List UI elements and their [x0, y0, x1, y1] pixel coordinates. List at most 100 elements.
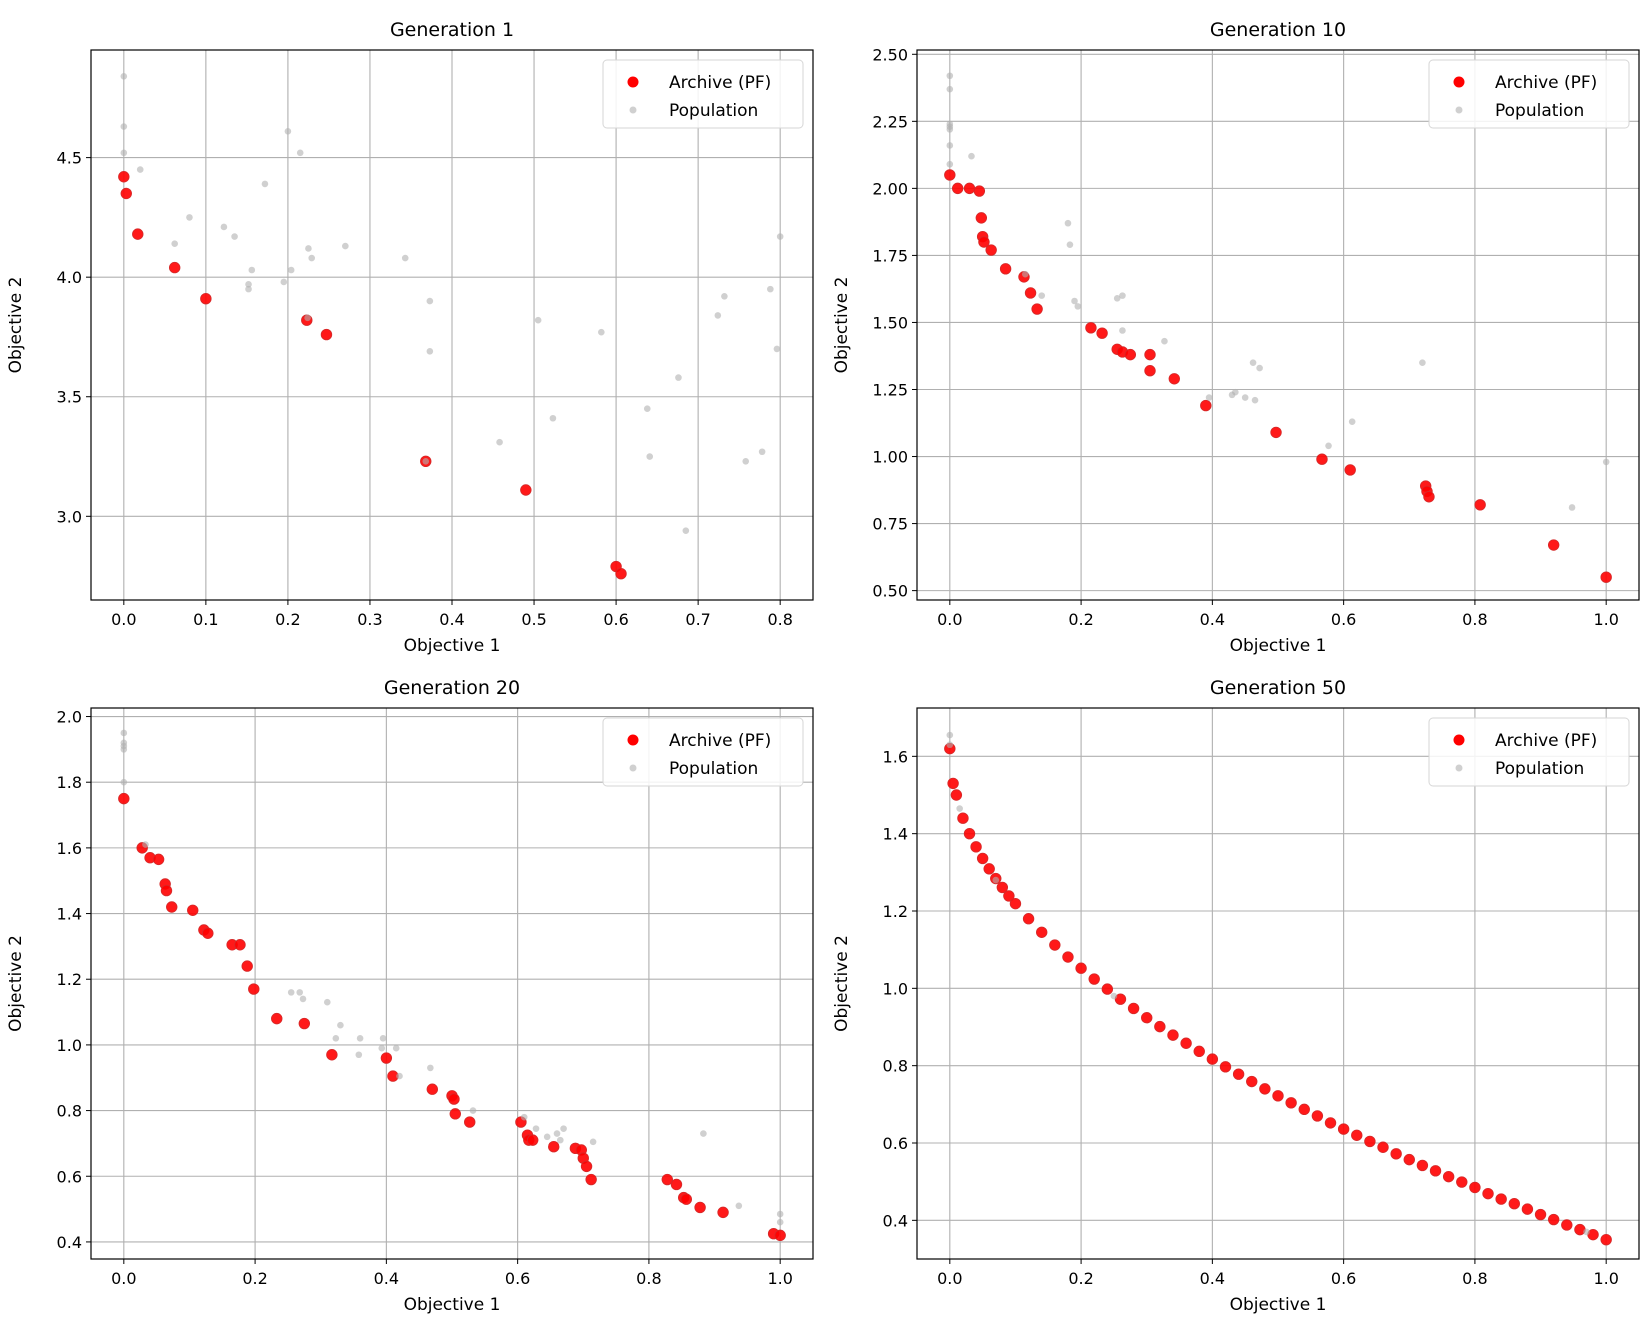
archive-point [449, 1108, 461, 1120]
population-point [245, 285, 252, 293]
archive-point [580, 1160, 593, 1173]
population-point [342, 242, 349, 250]
population-point [231, 233, 238, 240]
archive-point [234, 939, 246, 951]
archive-point [944, 169, 956, 181]
archive-point [950, 789, 963, 801]
population-point [553, 1130, 561, 1137]
archive-point [448, 1093, 460, 1105]
archive-point [1316, 453, 1328, 465]
population-point [1205, 394, 1213, 401]
archive-point [1600, 1233, 1612, 1246]
archive-point [464, 1116, 476, 1128]
archive-point [168, 261, 181, 274]
population-point [120, 778, 128, 786]
x-tick-label: 0.5 [521, 610, 546, 629]
y-tick-label: 3.0 [57, 507, 82, 526]
y-tick-label: 1.8 [57, 773, 82, 792]
archive-point [1364, 1135, 1376, 1148]
archive-point [1154, 1020, 1166, 1033]
archive-point [1062, 951, 1074, 963]
legend-population-marker [629, 106, 637, 114]
legend-archive-label: Archive (PF) [669, 731, 771, 751]
archive-point [1219, 1061, 1232, 1073]
y-tick-label: 0.50 [872, 582, 908, 601]
subplot-title: Generation 50 [1210, 677, 1346, 699]
x-tick-label: 1.0 [767, 1269, 792, 1288]
x-tick-label: 0.2 [1068, 1269, 1093, 1288]
archive-point [380, 1052, 393, 1064]
archive-point [680, 1193, 693, 1205]
population-point [1064, 219, 1072, 227]
y-tick-label: 1.2 [57, 970, 82, 989]
archive-point [166, 901, 178, 913]
y-tick-label: 1.75 [872, 246, 908, 265]
population-point [248, 266, 256, 274]
population-point [1241, 394, 1249, 401]
subplot-2: 0.0 0.2 0.4 0.6 0.8 1.0 0.50 0.75 1.00 1.25 1.50 1.… [832, 19, 1640, 656]
population-point [332, 1035, 340, 1042]
population-point [560, 1125, 567, 1132]
legend-population-label: Population [669, 759, 758, 779]
legend: Archive (PF) Population [1428, 717, 1630, 787]
archive-point [1482, 1187, 1494, 1200]
subplot-title: Generation 1 [390, 19, 514, 41]
y-tick-label: 1.50 [872, 313, 908, 332]
archive-point [520, 484, 532, 496]
archive-point [999, 263, 1012, 275]
x-axis-label: Objective 1 [1230, 1295, 1327, 1315]
archive-point [1003, 890, 1015, 902]
population-point [1110, 992, 1118, 1000]
archive-point [1429, 1165, 1442, 1177]
archive-point [1442, 1170, 1455, 1183]
archive-point [548, 1140, 560, 1153]
legend-population-marker [1455, 106, 1463, 114]
archive-point [957, 812, 969, 824]
y-tick-label: 0.6 [883, 1134, 908, 1153]
population-point [549, 414, 557, 422]
population-point [534, 316, 542, 324]
archive-point [298, 1017, 311, 1030]
population-point [773, 345, 781, 353]
x-tick-label: 0.8 [1462, 610, 1487, 629]
population-point [120, 746, 128, 753]
population-point [742, 458, 750, 465]
archive-point [1180, 1037, 1192, 1049]
archive-point [1390, 1148, 1402, 1160]
x-tick-label: 0.0 [937, 610, 962, 629]
population-point [299, 995, 307, 1003]
x-tick-label: 0.0 [111, 610, 136, 629]
population-point [598, 328, 605, 336]
legend-archive-label: Archive (PF) [1495, 73, 1597, 93]
archive-point [202, 927, 214, 939]
archive-point [963, 182, 976, 195]
population-point [305, 245, 312, 252]
population-point [396, 1072, 403, 1080]
legend-population-label: Population [1495, 759, 1584, 779]
y-tick-label: 0.6 [57, 1167, 82, 1186]
axes-frame [90, 49, 814, 601]
x-tick-label: 0.8 [767, 610, 792, 629]
y-tick-label: 1.25 [872, 380, 908, 399]
subplot-4: 0.0 0.2 0.4 0.6 0.8 1.0 0.4 0.6 0.8 1.0 1.2 1.4 1.6 G… [832, 677, 1640, 1315]
population-point [1119, 327, 1126, 334]
archive-point [1495, 1193, 1507, 1205]
population-point [776, 1218, 784, 1226]
population-point [392, 1044, 400, 1052]
population-point [469, 1107, 477, 1114]
population-point [1022, 270, 1029, 278]
population-point [946, 731, 954, 739]
archive-point [1521, 1203, 1534, 1215]
population-point [496, 438, 503, 446]
y-tick-label: 0.4 [57, 1233, 82, 1252]
archive-point [996, 881, 1009, 894]
archive-point [1124, 348, 1137, 361]
archive-point [1144, 348, 1156, 361]
y-tick-label: 4.5 [57, 149, 82, 168]
archive-point [717, 1206, 729, 1219]
y-tick-label: 1.4 [883, 825, 908, 844]
population-point [426, 348, 434, 355]
population-point [401, 254, 409, 262]
archive-point [1206, 1053, 1219, 1065]
population-point [120, 729, 128, 737]
